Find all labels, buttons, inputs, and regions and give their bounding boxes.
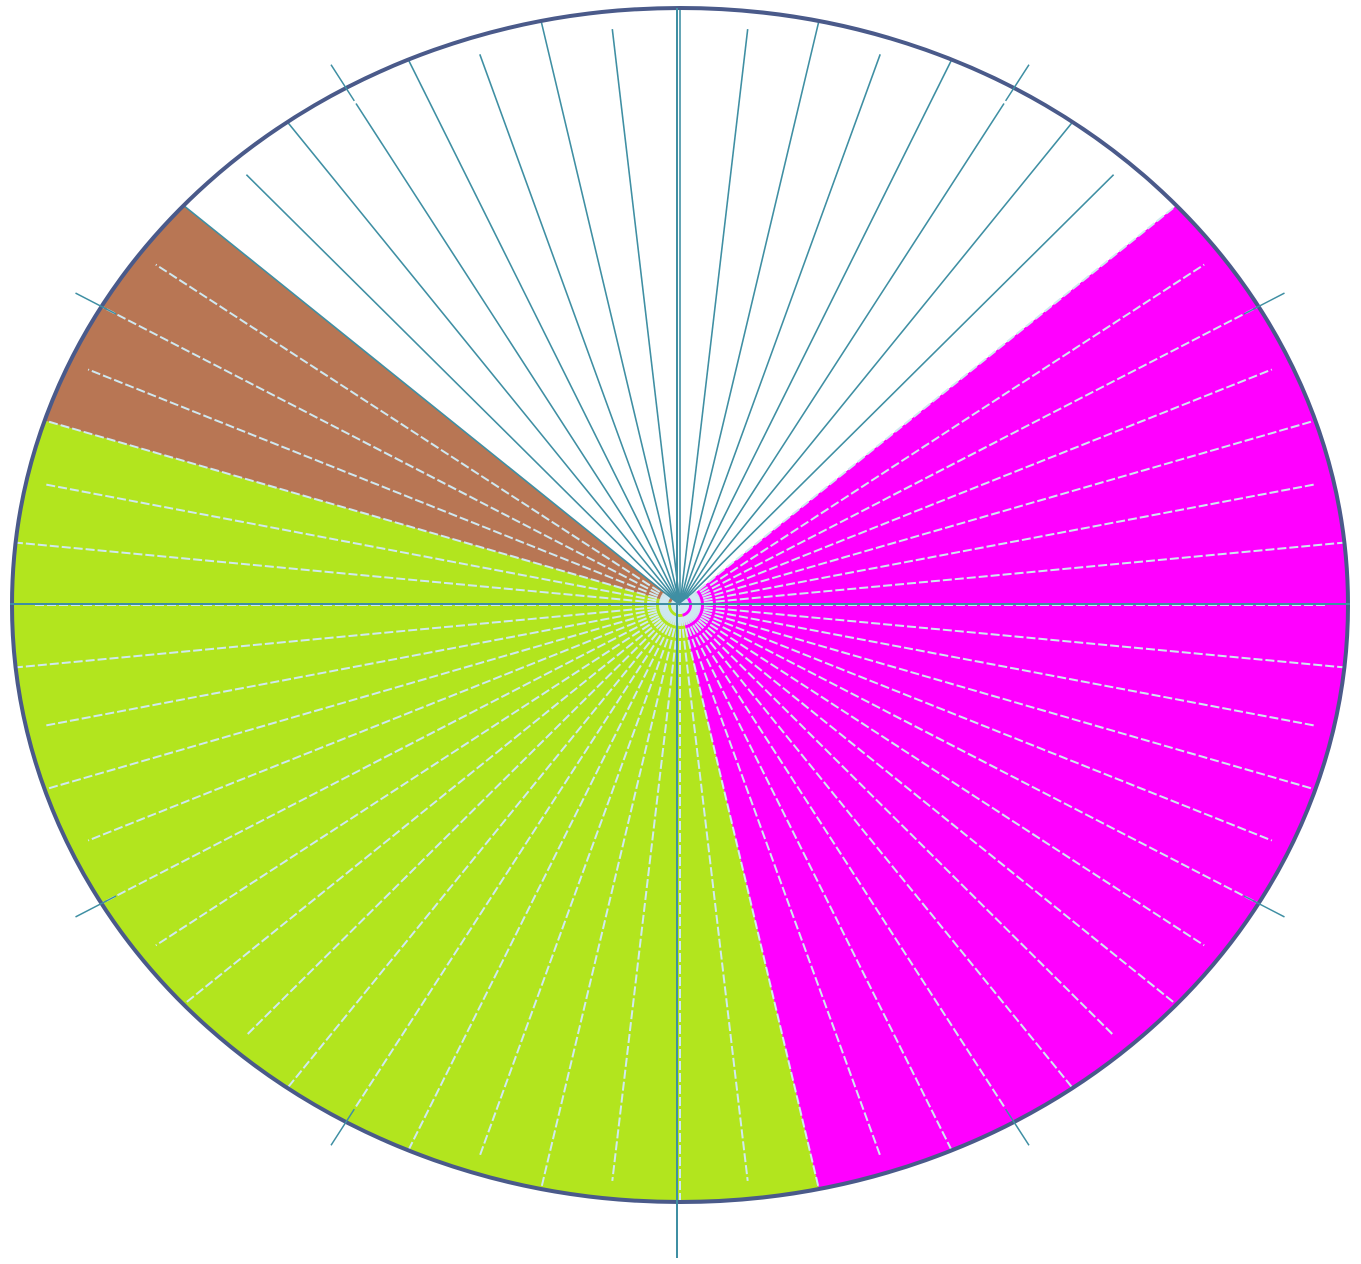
spoke-line — [286, 121, 681, 606]
spoke-line — [679, 604, 1205, 947]
spoke-line — [540, 20, 681, 606]
spoke-line — [183, 204, 681, 606]
spoke-line — [679, 204, 1178, 606]
spoke-line — [101, 305, 681, 606]
spoke-line — [679, 604, 1345, 669]
spoke-line — [679, 368, 1273, 606]
spoke-line — [679, 604, 1178, 1006]
spoke-line — [407, 604, 681, 1151]
magenta-sector — [680, 205, 1348, 1189]
spoke-line — [355, 604, 681, 1108]
spoke-line — [355, 103, 681, 606]
spoke-line — [679, 604, 1316, 791]
spoke-line — [679, 604, 1115, 1037]
tick-mark — [75, 895, 117, 918]
spoke-line — [679, 54, 881, 606]
tick-marks-layer — [75, 64, 1285, 1146]
spoke-line — [15, 604, 681, 669]
tick-mark — [1243, 292, 1285, 315]
spoke-line — [286, 604, 681, 1089]
lime-sector — [12, 420, 819, 1202]
spoke-line — [679, 20, 820, 606]
spoke-line — [44, 604, 681, 791]
spoke-line — [679, 263, 1205, 606]
spoke-line — [101, 604, 681, 905]
spokes-layer — [15, 8, 1345, 1202]
spoke-line — [87, 368, 681, 606]
spoke-line — [679, 604, 749, 1182]
spoke-line — [540, 604, 681, 1190]
brown-sector — [44, 205, 680, 605]
spoke-line — [182, 604, 681, 1006]
spoke-line — [407, 59, 681, 606]
spoke-line — [679, 121, 1074, 606]
spoke-line — [245, 604, 681, 1037]
spoke-line — [679, 305, 1259, 606]
spoke-line — [479, 54, 681, 606]
spoke-line — [679, 604, 1273, 842]
spoke-line — [679, 604, 1005, 1108]
spoke-line — [155, 263, 681, 606]
tick-mark — [330, 64, 355, 102]
spoke-line — [611, 604, 681, 1182]
tick-mark — [330, 1108, 355, 1146]
spoke-line — [679, 174, 1115, 606]
spoke-line — [44, 419, 681, 606]
tick-mark — [75, 292, 117, 315]
tick-mark — [1004, 1108, 1030, 1146]
spoke-line — [679, 604, 1259, 905]
spoke-line — [679, 604, 953, 1151]
spoke-line — [87, 604, 681, 842]
tick-mark — [1004, 64, 1030, 102]
spoke-line — [611, 29, 681, 606]
spoke-line — [679, 29, 749, 606]
tick-mark — [1243, 895, 1285, 918]
spoke-line — [155, 604, 681, 947]
spoke-line — [679, 604, 882, 1157]
spoke-line — [15, 541, 681, 606]
spoke-line — [679, 419, 1316, 606]
spoke-line — [679, 59, 953, 606]
sectors-layer — [12, 8, 1348, 1202]
spoke-line — [245, 174, 681, 606]
spoke-line — [478, 604, 681, 1157]
spoke-line — [679, 103, 1005, 606]
spoke-line — [679, 604, 1074, 1089]
spoke-line — [679, 541, 1345, 606]
spoke-line — [679, 604, 820, 1190]
